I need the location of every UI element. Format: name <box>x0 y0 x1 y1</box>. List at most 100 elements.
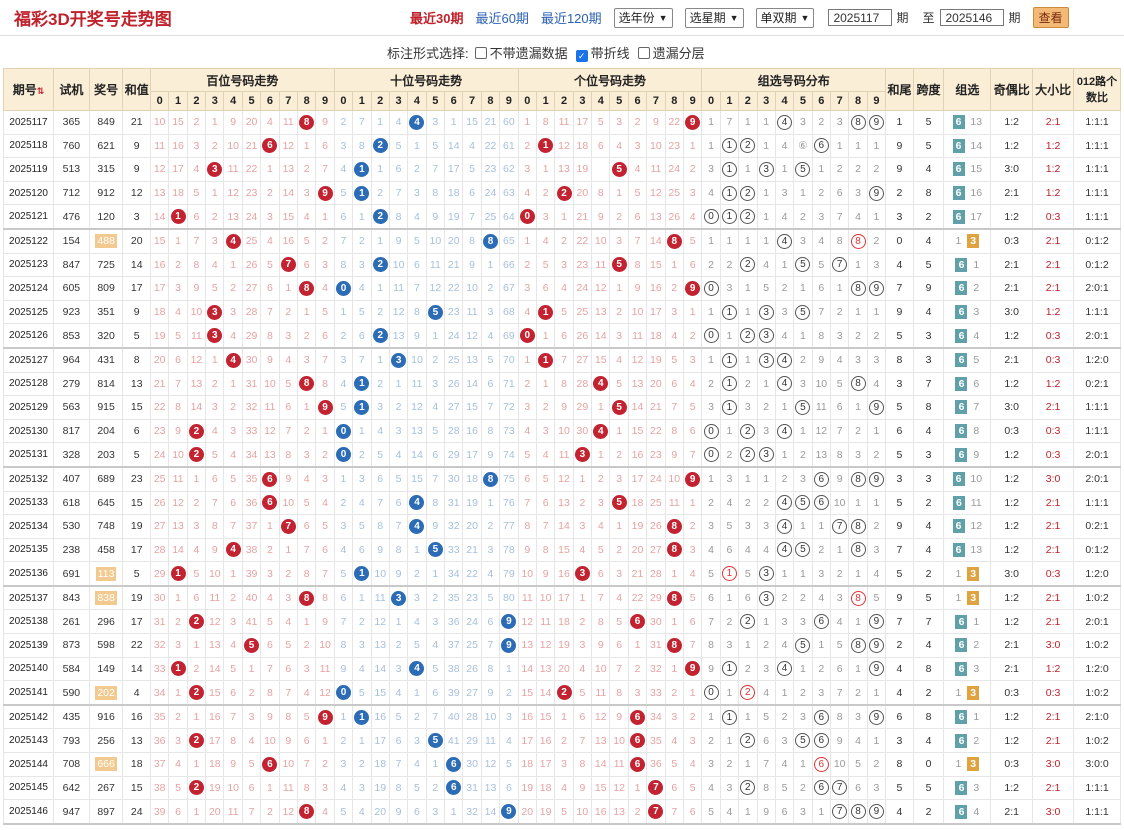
miss-cell: 3 <box>866 347 887 373</box>
miss-cell: 2 <box>168 704 188 730</box>
miss-cell: 15 <box>462 110 482 135</box>
miss-cell: 17 <box>535 752 556 777</box>
tens-ball: 6 <box>446 756 462 772</box>
miss-cell: 5 <box>701 799 721 825</box>
test-number-cell: 530 <box>53 514 90 539</box>
table-row: 2025137 843 838 19 30 1 6 11 2 40 4 3 8 8 6 1 11 3 3 2 35 23 5… <box>2 585 1122 611</box>
col-test: 试机 <box>53 68 90 111</box>
checkbox[interactable] <box>474 46 487 59</box>
units-ball-cell: 1 <box>535 133 556 159</box>
big-small-cell: 2:1 <box>1032 252 1074 278</box>
display-option[interactable]: 遗漏分层 <box>637 46 705 61</box>
miss-cell: 2 <box>296 633 317 658</box>
odd-even-cell: 0:3 <box>990 752 1034 777</box>
miss-cell: 3 <box>407 180 427 206</box>
tens-ball: 2 <box>372 138 388 154</box>
year-select[interactable]: 选年份 ▼ <box>613 7 673 28</box>
digit-header: 4 <box>774 91 795 111</box>
miss-cell: 10 <box>315 633 335 658</box>
span-cell: 5 <box>912 252 945 278</box>
group-ring: 4 <box>777 518 793 534</box>
miss-cell: 31 <box>149 609 170 635</box>
tail-cell: 9 <box>885 133 914 159</box>
tail-cell: 9 <box>885 514 914 539</box>
miss-cell: 2 <box>535 180 556 206</box>
odd-even-cell: 2:1 <box>990 252 1034 278</box>
miss-cell: 3 <box>352 252 372 278</box>
group-ring: 4 <box>777 376 793 392</box>
odd-even-cell: 2:1 <box>990 347 1034 373</box>
sum-cell: 9 <box>122 299 151 325</box>
miss-cell: 6 <box>388 728 409 754</box>
miss-cell: 9 <box>168 418 188 444</box>
checkbox[interactable]: ✓ <box>575 49 588 62</box>
group-cell: 6 13 <box>943 537 992 563</box>
miss-cell: 1 <box>701 299 721 325</box>
units-ball: 8 <box>666 233 682 249</box>
miss-cell: 31 <box>462 775 482 801</box>
miss-cell: 15 <box>462 395 482 420</box>
miss-cell: 1 <box>701 133 721 159</box>
miss-cell: 2 <box>848 680 868 706</box>
test-number-cell: 476 <box>53 204 90 230</box>
group-ring-cell: 6 <box>811 466 832 492</box>
miss-cell: 9 <box>517 537 537 563</box>
quick-range-link[interactable]: 最近60期 <box>475 11 529 26</box>
miss-cell: 3 <box>315 466 335 492</box>
tens-ball: 1 <box>354 161 370 177</box>
miss-cell: 6 <box>829 656 850 682</box>
digit-header: 2 <box>738 91 758 111</box>
miss-cell: 25 <box>462 633 482 658</box>
col-sum: 和值 <box>122 68 151 111</box>
miss-cell: 5 <box>554 799 574 825</box>
miss-cell: 6 <box>701 585 721 611</box>
quick-range-link[interactable]: 最近30期 <box>410 11 464 26</box>
miss-cell: 19 <box>462 490 482 516</box>
display-option[interactable]: 不带遗漏数据 <box>474 46 568 61</box>
period-cell: 2025137 <box>2 585 55 611</box>
miss-cell: 2 <box>811 656 832 682</box>
miss-cell: 10 <box>425 228 446 254</box>
span-cell: 7 <box>912 609 945 635</box>
miss-cell: 1 <box>535 157 556 182</box>
checkbox[interactable] <box>637 46 650 59</box>
miss-cell: 2 <box>407 704 427 730</box>
miss-cell: 25 <box>572 299 593 325</box>
display-option[interactable]: ✓ 带折线 <box>575 46 630 62</box>
miss-cell: 2 <box>205 204 225 230</box>
miss-cell: 8 <box>554 371 574 397</box>
miss-cell: 4 <box>774 633 795 658</box>
miss-cell: 2 <box>352 609 372 635</box>
from-period-input[interactable]: 2025117 <box>828 9 893 26</box>
miss-cell: 2 <box>186 110 207 135</box>
miss-cell: 11 <box>186 323 207 349</box>
road012-cell: 1:1:1 <box>1072 204 1122 230</box>
group-ring-cell: 1 <box>719 656 740 682</box>
period-cell: 2025130 <box>2 418 55 444</box>
miss-cell: 13 <box>205 633 225 658</box>
miss-cell: 16 <box>278 228 298 254</box>
group6-badge: 6 <box>955 638 968 653</box>
miss-cell: 3 <box>425 110 446 135</box>
test-number-cell: 873 <box>53 633 90 658</box>
miss-cell: 3 <box>682 347 703 373</box>
miss-cell: 9 <box>535 561 556 587</box>
group-ring-cell: 8 <box>848 514 868 539</box>
hundreds-ball-cell: 7 <box>278 252 298 278</box>
miss-cell: 20 <box>444 228 464 254</box>
parity-select[interactable]: 单双期 ▼ <box>755 7 815 28</box>
quick-range-link[interactable]: 最近120期 <box>540 11 602 26</box>
miss-cell: 20 <box>205 799 225 825</box>
miss-cell: 6 <box>682 418 703 444</box>
group-miss: 3 <box>967 781 980 794</box>
miss-cell: 4 <box>701 537 721 563</box>
miss-cell: 4 <box>168 299 188 325</box>
group-ring-cell: 4 <box>774 514 795 539</box>
col-period[interactable]: 期号⇅ <box>2 68 55 111</box>
query-button[interactable]: 查看 <box>1032 7 1069 28</box>
miss-cell: 10 <box>664 466 684 492</box>
span-cell: 7 <box>912 371 945 397</box>
group-ring: 1 <box>721 709 737 725</box>
week-select[interactable]: 选星期 ▼ <box>684 7 744 28</box>
to-period-input[interactable]: 2025146 <box>940 9 1005 26</box>
